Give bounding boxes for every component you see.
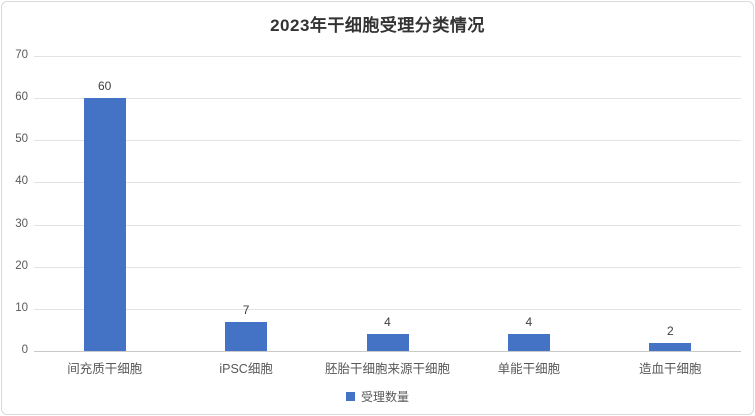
bar-value-label: 4: [384, 315, 391, 330]
bar-造血干细胞: [649, 342, 692, 351]
bar-iPSC细胞: [225, 321, 268, 351]
legend-label: 受理数量: [360, 390, 409, 404]
bar-间充质干细胞: [83, 98, 126, 351]
x-category-label: 造血干细胞: [639, 362, 702, 376]
legend: 受理数量: [2, 388, 753, 405]
y-tick-label: 10: [15, 301, 28, 314]
gridline: [34, 98, 741, 100]
gridline: [34, 182, 741, 184]
plot-area: 60 7 4 4 2: [34, 56, 741, 352]
chart-title: 2023年干细胞受理分类情况: [270, 16, 485, 35]
bar-胚胎干细胞来源干细胞: [366, 334, 409, 351]
y-tick-label: 20: [15, 259, 28, 272]
x-category-label: 胚胎干细胞来源干细胞: [324, 362, 450, 376]
y-tick-label: 70: [15, 49, 28, 61]
y-tick-label: 40: [15, 175, 28, 188]
y-tick-label: 50: [15, 133, 28, 146]
y-tick-label: 0: [21, 344, 28, 356]
gridline: [34, 266, 741, 268]
x-category-label: iPSC细胞: [219, 362, 273, 376]
bar-value-label: 7: [242, 302, 250, 317]
y-tick-label: 60: [15, 91, 28, 104]
x-category-label: 单能干细胞: [497, 362, 561, 376]
x-category-label: 间充质干细胞: [67, 362, 143, 376]
bar-单能干细胞: [507, 334, 550, 351]
bar-value-label: 2: [666, 323, 674, 338]
gridline: [34, 56, 741, 57]
bar-value-label: 4: [525, 315, 533, 330]
gridline: [34, 308, 741, 310]
gridline: [34, 224, 741, 226]
bar-value-label: 60: [98, 79, 112, 94]
gridline: [34, 140, 741, 142]
legend-square-icon: [345, 392, 355, 401]
y-tick-label: 30: [15, 217, 28, 230]
x-axis-line: [34, 351, 741, 352]
